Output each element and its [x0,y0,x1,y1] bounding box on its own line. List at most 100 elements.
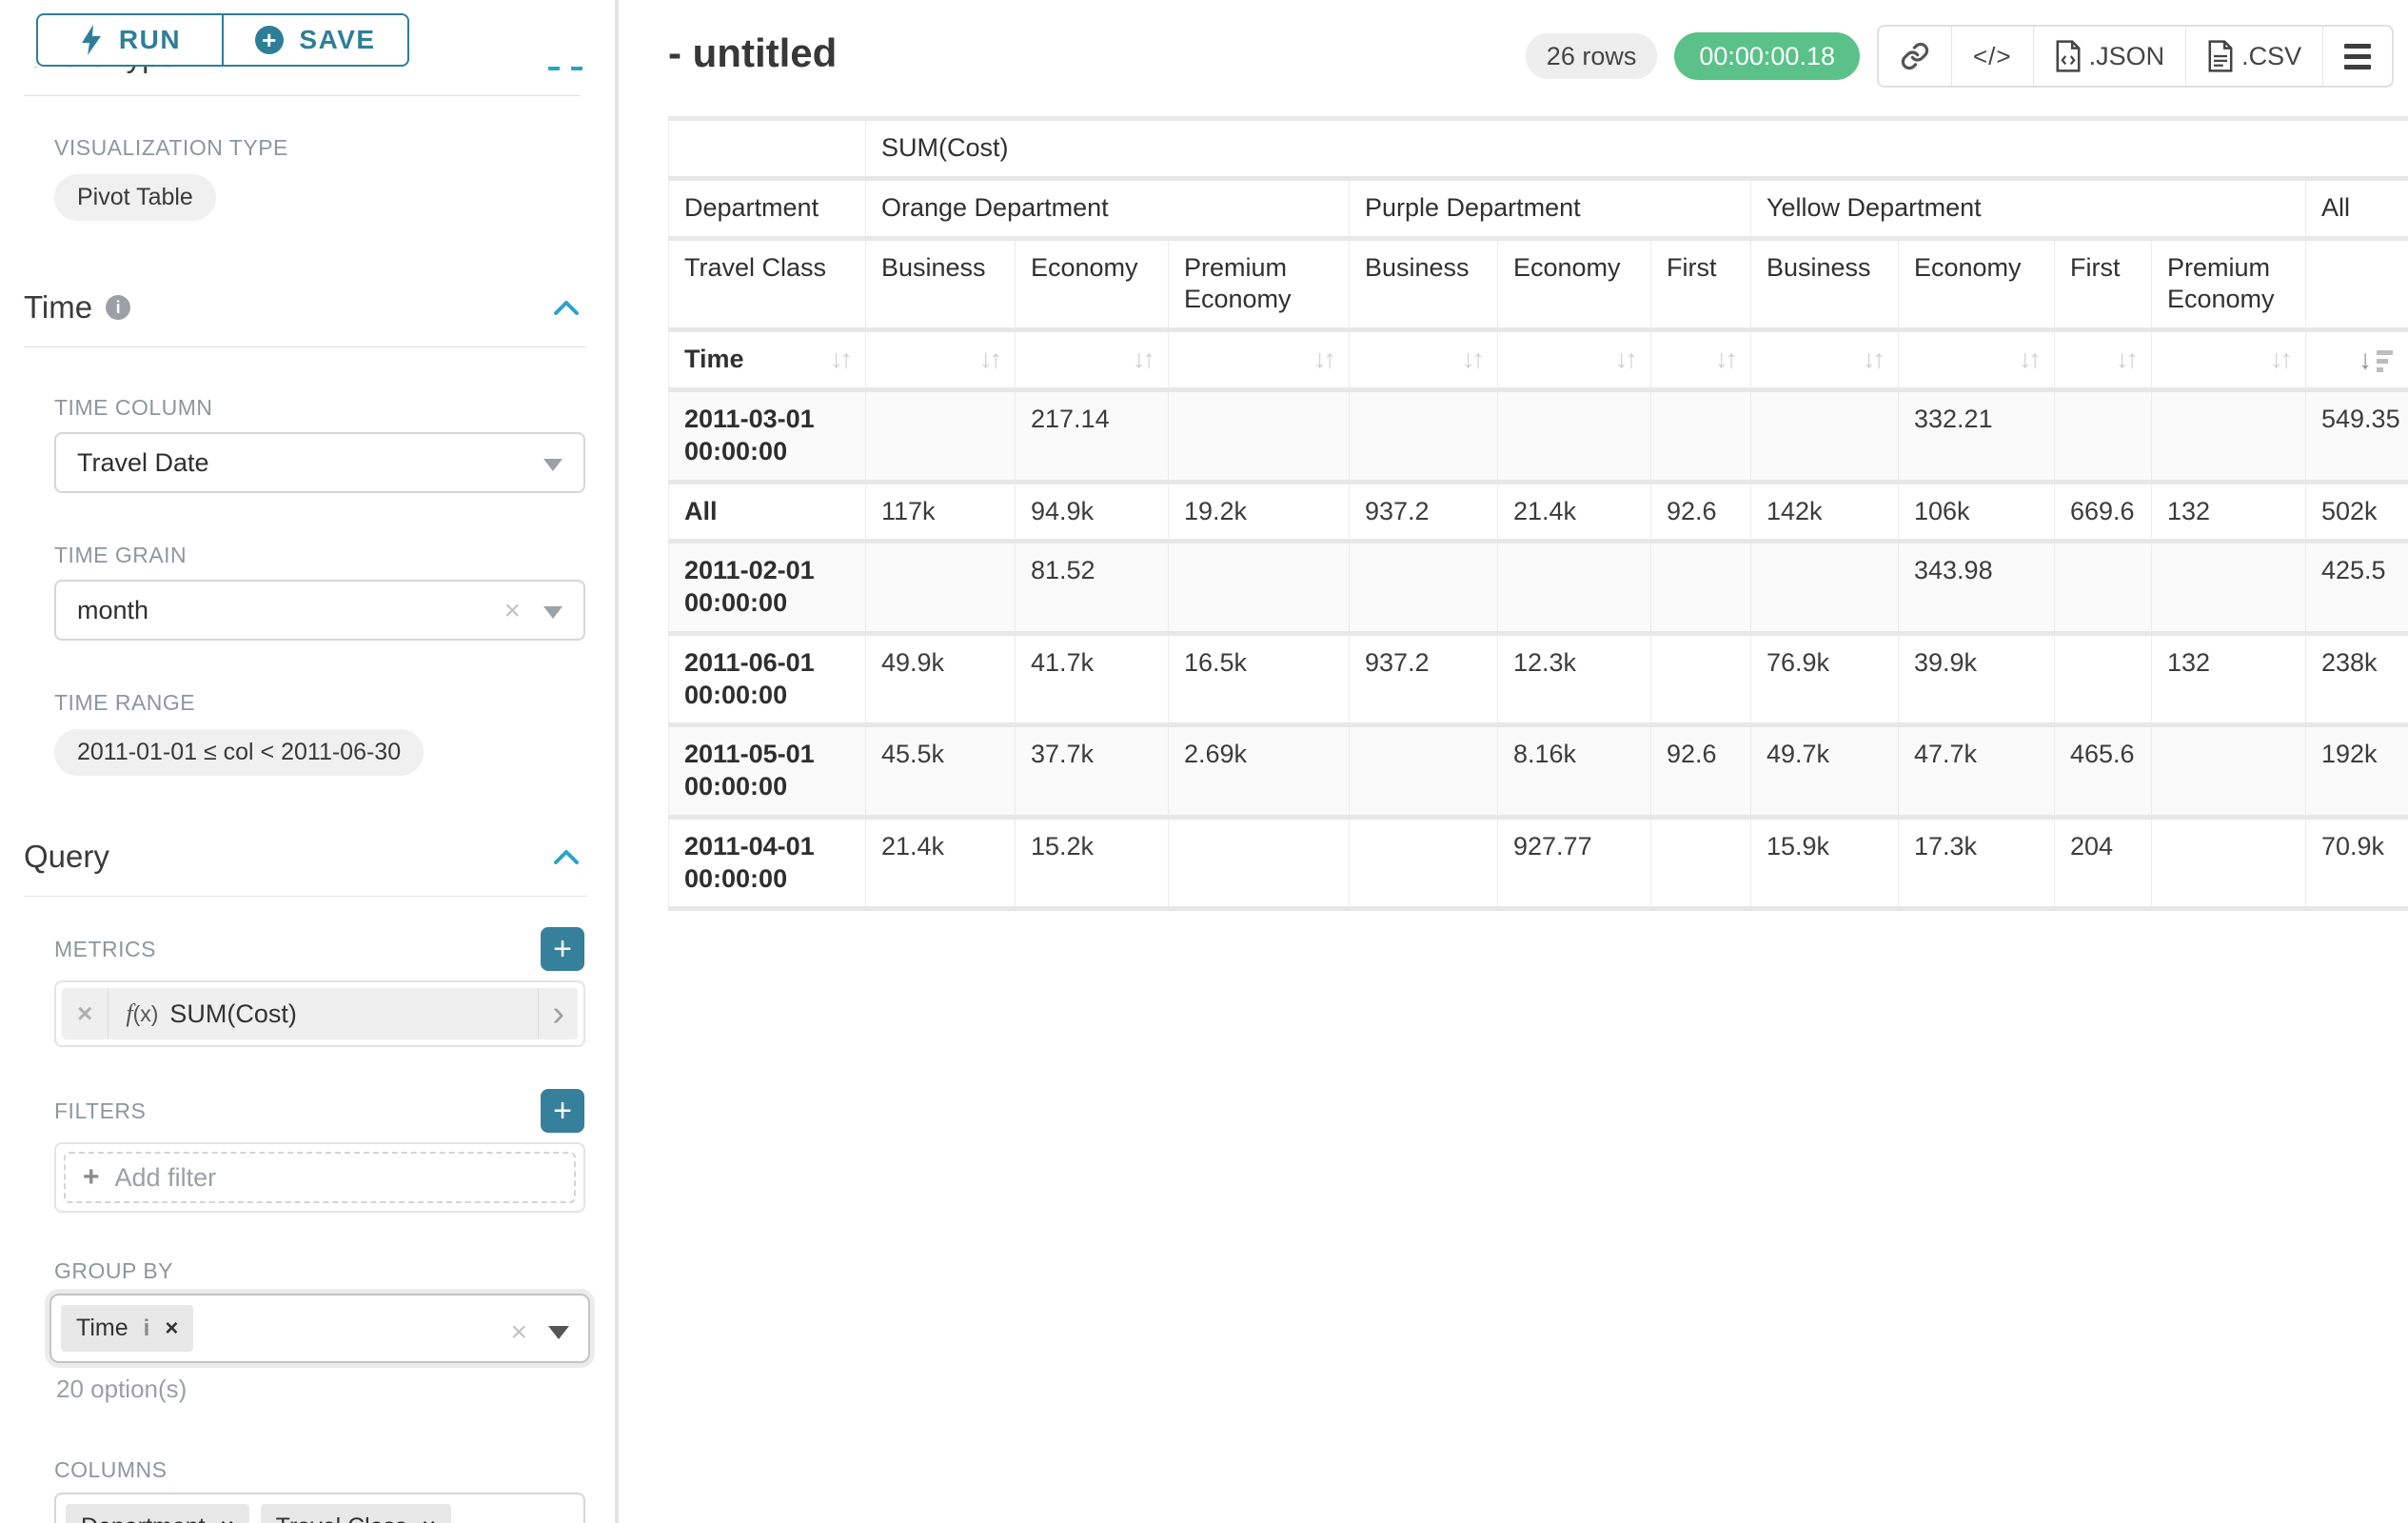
view-query-button[interactable]: </> [1950,27,2033,86]
sort-toggle-icon[interactable]: ↓↑ [1863,345,1885,374]
row-label: 2011-04-01 00:00:00 [668,817,866,909]
subcolumn-header: Economy [1015,238,1169,330]
section-divider [24,95,581,96]
value-cell: 937.2 [1349,633,1498,725]
value-cell [1650,633,1751,725]
value-cell: 142k [1750,482,1899,542]
sort-header-cell: ↓↑ [1349,329,1498,390]
table-row: 2011-02-01 00:00:00 81.52 343.98 425.5 [668,541,2408,634]
row-label: 2011-05-01 00:00:00 [668,724,866,818]
sort-toggle-icon[interactable]: ↓↑ [2116,345,2139,374]
time-column-select[interactable]: Travel Date [54,432,585,493]
plus-circle-icon: + [255,26,285,54]
export-toolbar: </> .JSON [1876,25,2395,88]
filters-container: + Add filter [54,1142,585,1213]
sort-header-cell: ↓↑ [1015,329,1169,390]
value-cell: 332.21 [1898,389,2055,482]
sort-desc-icon[interactable]: ↓ [2359,346,2394,373]
time-grain-select[interactable]: month × [54,580,585,641]
sort-toggle-icon[interactable]: ↓↑ [1133,345,1155,374]
value-cell: 12.3k [1497,633,1651,725]
share-link-button[interactable] [1879,27,1951,86]
add-filter-button[interactable]: + [541,1089,584,1133]
value-cell: 19.2k [1168,482,1350,542]
table-row: 2011-05-01 00:00:00 45.5k 37.7k 2.69k 8.16k 9… [668,724,2408,818]
group-by-chip[interactable]: Time i × [61,1305,194,1352]
clear-x-icon[interactable]: × [503,595,521,626]
columns-select[interactable]: Department× Travel Class× × [54,1493,585,1523]
columns-chip[interactable]: Travel Class × [260,1504,451,1523]
value-cell: 106k [1898,482,2055,542]
sort-toggle-icon[interactable]: ↓↑ [2270,345,2293,374]
group-by-chip-label: Time [76,1315,128,1341]
sort-toggle-icon[interactable]: ↓↑ [1313,345,1336,374]
value-cell [2054,541,2152,634]
corner-cell [668,118,866,179]
value-cell: 465.6 [2054,724,2152,818]
sort-header-cell: ↓↑ [1750,329,1899,390]
filters-label: FILTERS [54,1098,147,1123]
subcolumn-header: Premium Economy [2151,238,2306,330]
value-cell [1650,541,1751,634]
value-cell [2151,389,2306,482]
query-timer-badge: 00:00:00.18 [1674,32,1860,80]
sort-toggle-icon[interactable]: ↓↑ [979,345,1002,374]
sort-toggle-icon[interactable]: ↓↑ [1715,345,1738,374]
remove-metric-icon[interactable]: × [62,988,109,1039]
pivot-table: SUM(Cost) Department Orange Department Purp… [668,116,2408,911]
columns-chip[interactable]: Department × [66,1504,249,1523]
run-label: RUN [118,25,182,54]
metric-name: SUM(Cost) [169,999,297,1028]
add-filter-dropzone[interactable]: + Add filter [64,1152,576,1203]
metric-item[interactable]: × f(x) SUM(Cost) › [62,988,578,1039]
sort-toggle-icon[interactable]: ↓↑ [830,345,853,374]
chart-title[interactable]: - untitled [668,30,838,75]
value-cell [1497,389,1651,482]
remove-chip-icon[interactable]: × [165,1315,179,1341]
sort-toggle-icon[interactable]: ↓↑ [1462,345,1485,374]
export-json-button[interactable]: .JSON [2032,27,2186,86]
subcolumn-header: Economy [1898,238,2055,330]
value-cell: 92.6 [1650,482,1751,542]
value-cell: 17.3k [1898,817,2055,909]
time-row-label-cell: Time ↓↑ [668,329,866,390]
add-metric-button[interactable]: + [541,927,584,971]
value-cell: 47.7k [1898,724,2055,818]
value-cell: 192k [2304,724,2408,818]
save-button[interactable]: + SAVE [223,13,409,67]
value-cell: 425.5 [2304,541,2408,634]
visualization-type-label: VISUALIZATION TYPE [54,135,288,160]
open-metric-chevron-icon[interactable]: › [538,988,578,1039]
sort-header-cell: ↓ [2304,329,2408,390]
run-button[interactable]: RUN [36,13,223,67]
value-cell: 45.5k [865,724,1016,818]
value-cell [865,541,1016,634]
row-label: 2011-06-01 00:00:00 [668,633,866,725]
group-by-select[interactable]: Time i × × [49,1294,590,1363]
sort-toggle-icon[interactable]: ↓↑ [2019,345,2042,374]
more-menu-button[interactable] [2322,27,2392,86]
collapse-chevron-icon[interactable] [552,298,581,317]
remove-chip-icon[interactable]: × [423,1514,436,1523]
sort-toggle-icon[interactable]: ↓↑ [1615,345,1638,374]
value-cell [1650,389,1751,482]
value-cell: 16.5k [1168,633,1350,725]
value-cell: 76.9k [1750,633,1899,725]
time-range-pill[interactable]: 2011-01-01 ≤ col < 2011-06-30 [54,729,424,776]
fx-icon: f(x) [126,999,159,1027]
collapse-chevron-icon[interactable] [552,847,581,866]
sort-header-cell: ↓↑ [1898,329,2055,390]
row-dimension-label: Travel Class [668,238,866,330]
export-csv-button[interactable]: .CSV [2185,27,2322,86]
visualization-type-pill[interactable]: Pivot Table [54,174,216,221]
column-group-header: Yellow Department [1750,178,2306,238]
value-cell [1650,817,1751,909]
remove-chip-icon[interactable]: × [221,1514,234,1523]
value-cell: 49.9k [865,633,1016,725]
value-cell: 502k [2304,482,2408,542]
add-plus-icon: + [83,1161,100,1193]
csv-file-icon [2208,40,2233,72]
value-cell [1750,541,1899,634]
value-cell: 81.52 [1015,541,1169,634]
clear-x-icon[interactable]: × [510,1316,527,1348]
